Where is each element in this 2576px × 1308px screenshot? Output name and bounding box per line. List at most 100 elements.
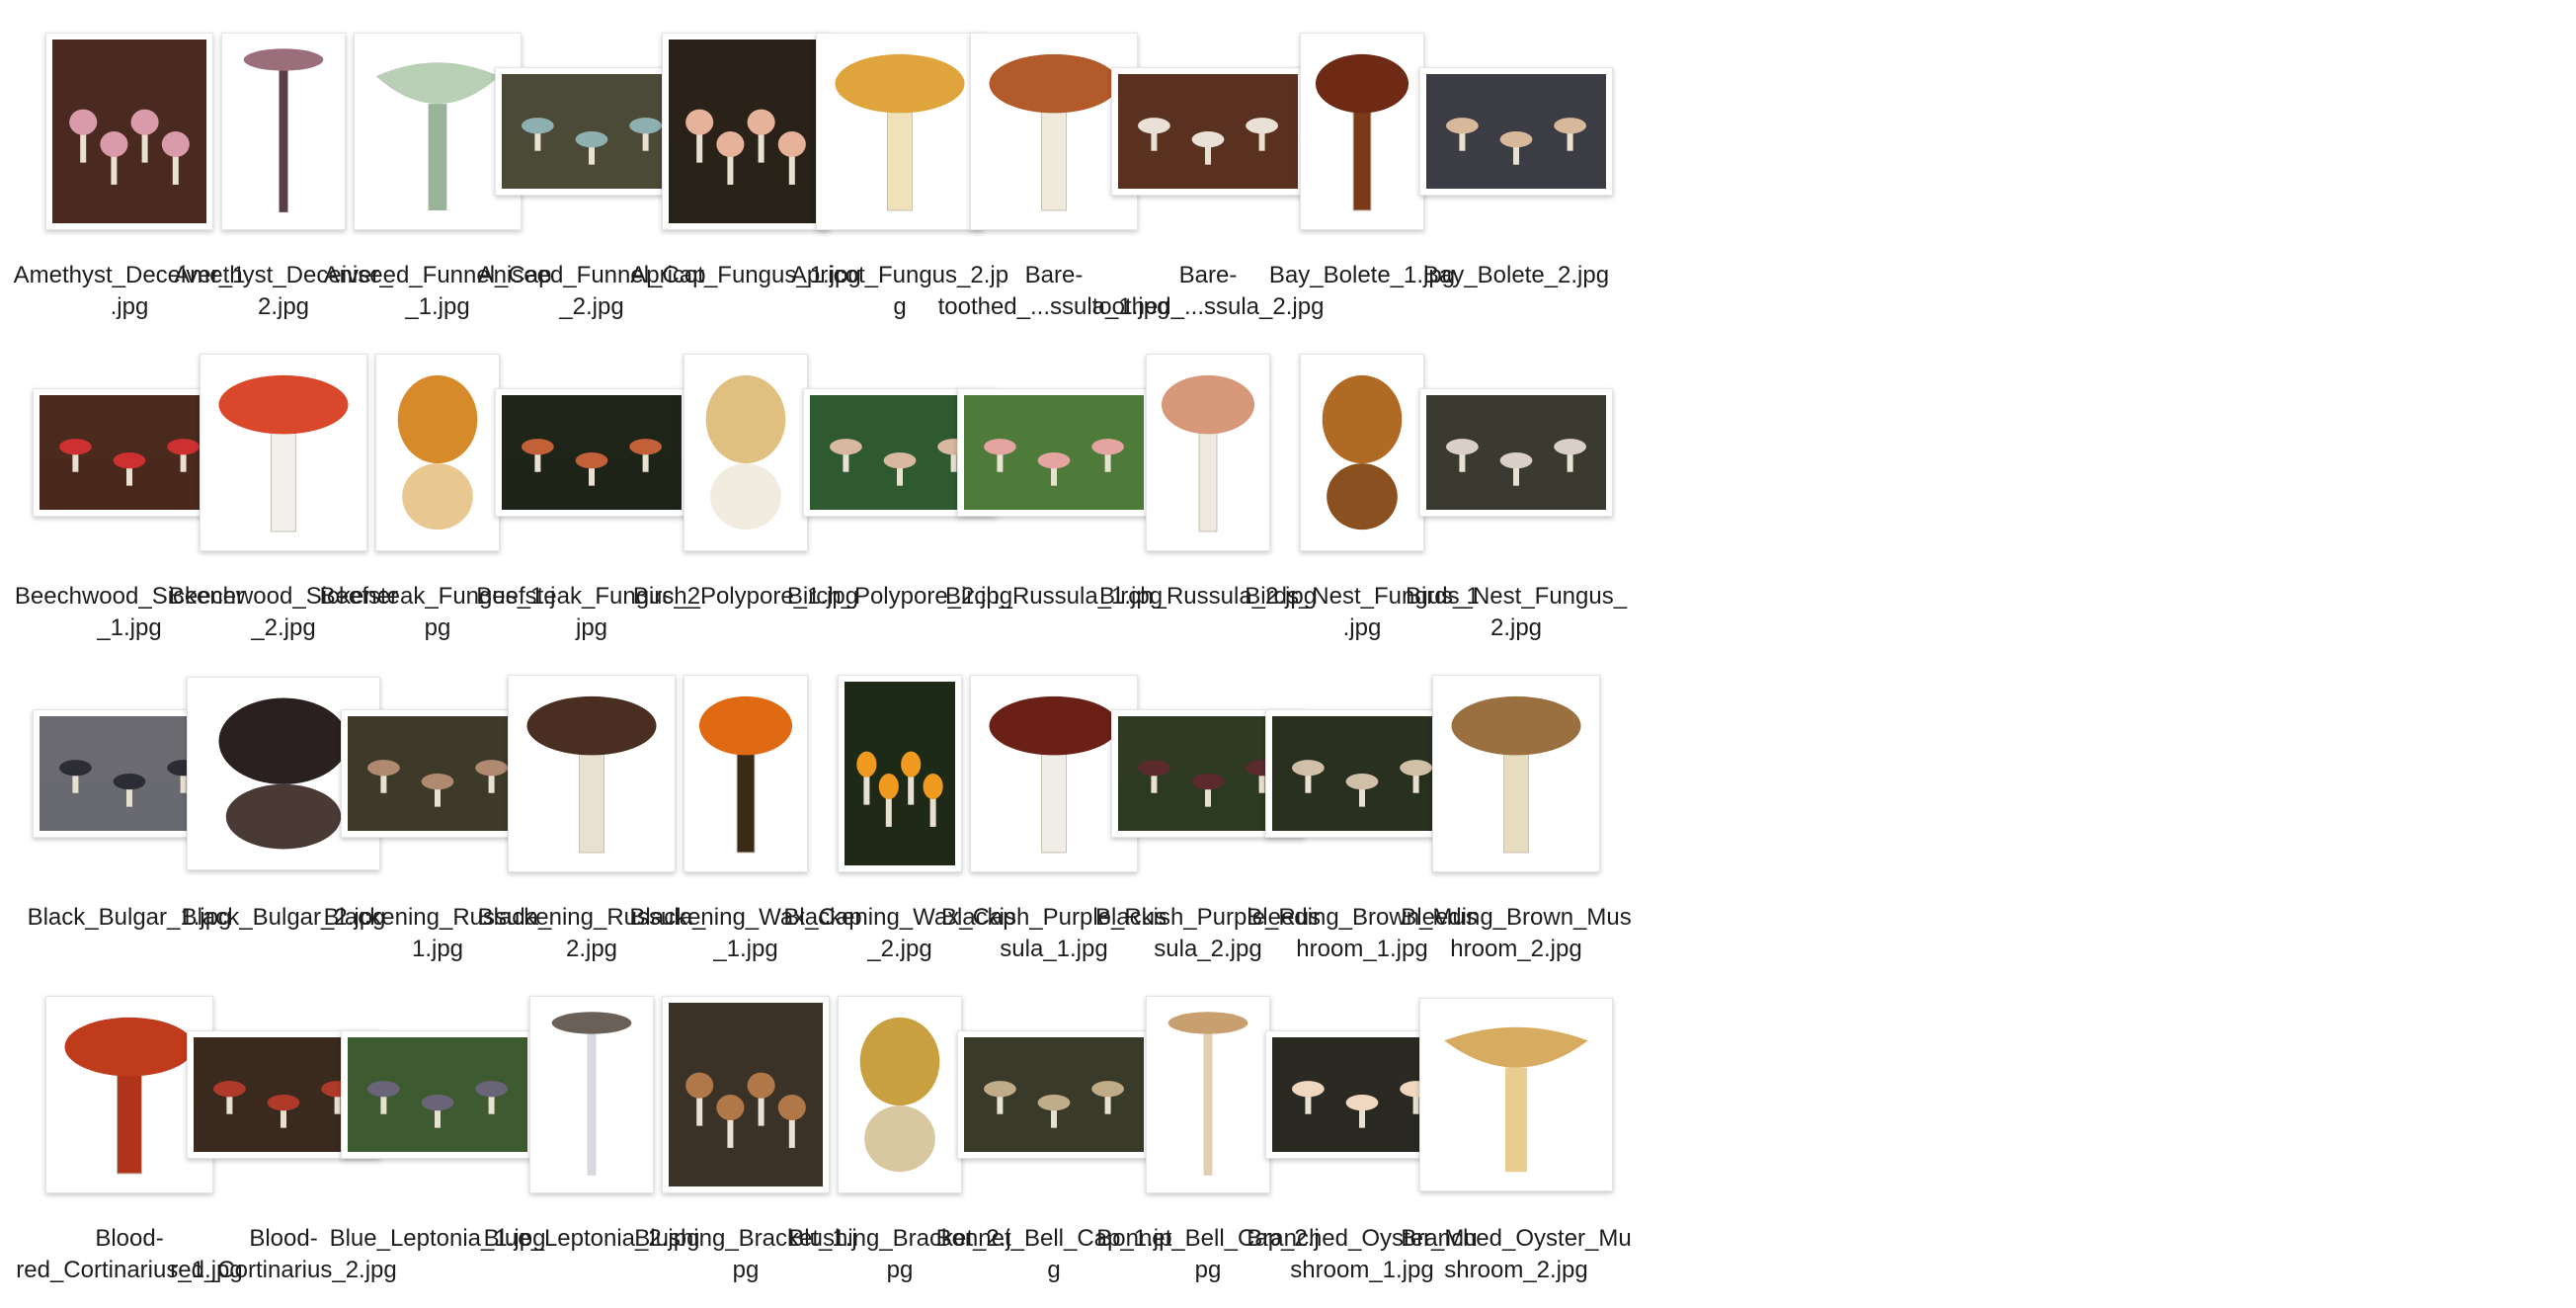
file-thumbnail-area[interactable] (160, 346, 407, 558)
image-thumbnail[interactable] (1111, 66, 1305, 196)
image-thumbnail[interactable] (816, 32, 984, 230)
file-item[interactable]: Beefsteak_Fungus_2. jpg (468, 346, 715, 642)
file-thumbnail-area[interactable] (160, 25, 407, 237)
file-thumbnail-area[interactable] (622, 346, 869, 558)
file-item[interactable]: Bleeding_Brown_Mus hroom_1.jpg (1239, 667, 1486, 963)
file-name-label[interactable]: Birds_Nest_Fungus_ 2.jpg (1405, 583, 1628, 641)
file-item[interactable]: Bonnet_Bell_Cap_1.jp g (930, 988, 1177, 1284)
file-thumbnail-area[interactable] (1393, 988, 1640, 1200)
image-thumbnail[interactable] (495, 387, 688, 517)
file-item[interactable]: Amethyst_Deceiver_1 .jpg (6, 25, 253, 321)
file-item[interactable]: Birch_Russula_1.jpg (930, 346, 1177, 642)
file-name-label[interactable]: Beefsteak_Fungus_1.j pg (319, 583, 556, 641)
file-thumbnail-area[interactable] (1393, 346, 1640, 558)
file-name-label[interactable]: Birds_Nest_Fungus_1 .jpg (1245, 583, 1480, 641)
image-thumbnail[interactable] (529, 995, 654, 1193)
image-thumbnail[interactable] (354, 32, 522, 230)
image-thumbnail[interactable] (341, 708, 534, 838)
file-thumbnail-area[interactable] (1085, 346, 1331, 558)
file-thumbnail-area[interactable] (1239, 25, 1486, 237)
image-thumbnail[interactable] (221, 32, 346, 230)
file-name-label[interactable]: Birch_Polypore_2.jpg (786, 583, 1013, 610)
image-thumbnail[interactable] (1146, 995, 1270, 1193)
image-thumbnail[interactable] (838, 995, 962, 1193)
file-thumbnail-area[interactable] (468, 25, 715, 237)
file-item[interactable]: Bonnet_Bell_Cap_2.j pg (1085, 988, 1331, 1284)
file-item[interactable]: Beechwood_Sickener _2.jpg (160, 346, 407, 642)
file-item[interactable]: Blood- red_Cortinarius_1.jpg (6, 988, 253, 1284)
file-item[interactable]: Bay_Bolete_1.jpg (1239, 25, 1486, 321)
file-name-label[interactable]: Blackening_Russula_ 1.jpg (323, 904, 552, 962)
file-item[interactable]: Apricot_Fungus_2.jp g (776, 25, 1023, 321)
file-name-label[interactable]: Blackish_Purple_Rus sula_1.jpg (940, 904, 1167, 962)
file-name-label[interactable]: Black_Bulgar_1.jpg (27, 904, 232, 931)
file-item[interactable]: Birch_Polypore_2.jpg (776, 346, 1023, 642)
image-thumbnail[interactable] (508, 674, 676, 872)
file-name-label[interactable]: Birch_Polypore_1.jpg (632, 583, 859, 610)
file-thumbnail-area[interactable] (622, 25, 869, 237)
file-name-label[interactable]: Blackening_Russula_ 2.jpg (477, 904, 706, 962)
image-thumbnail[interactable] (684, 353, 808, 551)
file-thumbnail-area[interactable] (468, 988, 715, 1200)
file-name-label[interactable]: Aniseed_Funnel_Cap _1.jpg (323, 262, 552, 320)
file-thumbnail-area[interactable] (776, 667, 1023, 879)
file-thumbnail-area[interactable] (622, 667, 869, 879)
file-name-label[interactable]: Amethyst_Deceiver_1 .jpg (13, 262, 246, 320)
file-item[interactable]: Birds_Nest_Fungus_1 .jpg (1239, 346, 1486, 642)
image-thumbnail[interactable] (662, 995, 830, 1193)
image-thumbnail[interactable] (1419, 997, 1613, 1191)
file-name-label[interactable]: Blood- red_Cortinarius_2.jpg (170, 1225, 397, 1283)
file-item[interactable]: Blackening_Wax_Cap _2.jpg (776, 667, 1023, 963)
file-item[interactable]: Apricot_Fungus_1.jpg (622, 25, 869, 321)
file-thumbnail-area[interactable] (314, 25, 561, 237)
file-name-label[interactable]: Aniseed_Funnel_Cap _2.jpg (477, 262, 706, 320)
file-name-label[interactable]: Bay_Bolete_1.jpg (1268, 262, 1456, 288)
file-thumbnail-area[interactable] (930, 346, 1177, 558)
image-thumbnail[interactable] (1432, 674, 1600, 872)
image-thumbnail[interactable] (375, 353, 500, 551)
file-name-label[interactable]: Apricot_Fungus_1.jpg (630, 262, 861, 288)
image-thumbnail[interactable] (33, 387, 226, 517)
file-thumbnail-area[interactable] (1393, 25, 1640, 237)
file-thumbnail-area[interactable] (6, 25, 253, 237)
image-thumbnail[interactable] (957, 387, 1151, 517)
file-item[interactable]: Blushing_Bracket_2.j pg (776, 988, 1023, 1284)
file-thumbnail-area[interactable] (6, 346, 253, 558)
file-thumbnail-area[interactable] (314, 667, 561, 879)
file-thumbnail-area[interactable] (1085, 988, 1331, 1200)
file-item[interactable]: Aniseed_Funnel_Cap _1.jpg (314, 25, 561, 321)
file-name-label[interactable]: Bonnet_Bell_Cap_2.j pg (1096, 1225, 1320, 1283)
file-name-label[interactable]: Blushing_Bracket_2.j pg (788, 1225, 1011, 1283)
file-thumbnail-area[interactable] (1239, 346, 1486, 558)
file-thumbnail-area[interactable] (930, 25, 1177, 237)
image-thumbnail[interactable] (1265, 708, 1459, 838)
file-thumbnail-area[interactable] (776, 988, 1023, 1200)
file-item[interactable]: Beefsteak_Fungus_1.j pg (314, 346, 561, 642)
file-item[interactable]: Bare- toothed_...ssula_2.jpg (1085, 25, 1331, 321)
image-thumbnail[interactable] (684, 674, 808, 872)
file-thumbnail-area[interactable] (930, 988, 1177, 1200)
file-name-label[interactable]: Blood- red_Cortinarius_1.jpg (16, 1225, 243, 1283)
file-name-label[interactable]: Birch_Russula_2.jpg (1098, 583, 1318, 610)
file-item[interactable]: Bay_Bolete_2.jpg (1393, 25, 1640, 321)
file-name-label[interactable]: Branched_Oyster_Mu shroom_2.jpg (1401, 1225, 1632, 1283)
file-name-label[interactable]: Blue_Leptonia_2.jpg (483, 1225, 700, 1252)
file-name-label[interactable]: Beefsteak_Fungus_2. jpg (476, 583, 707, 641)
file-thumbnail-area[interactable] (468, 346, 715, 558)
file-item[interactable]: Birch_Russula_2.jpg (1085, 346, 1331, 642)
image-thumbnail[interactable] (495, 66, 688, 196)
file-name-label[interactable]: Bare- toothed_...ssula_2.jpg (1091, 262, 1325, 320)
image-thumbnail[interactable] (1419, 66, 1613, 196)
file-name-label[interactable]: Branched_Oyster_Mu shroom_1.jpg (1247, 1225, 1478, 1283)
file-thumbnail-area[interactable] (1393, 667, 1640, 879)
image-thumbnail[interactable] (970, 32, 1138, 230)
file-thumbnail-area[interactable] (930, 667, 1177, 879)
file-item[interactable]: Amethyst_Deceiver_ 2.jpg (160, 25, 407, 321)
file-name-label[interactable]: Bleeding_Brown_Mus hroom_1.jpg (1247, 904, 1478, 962)
file-name-label[interactable]: Bay_Bolete_2.jpg (1422, 262, 1610, 288)
file-thumbnail-area[interactable] (314, 346, 561, 558)
file-item[interactable]: Birch_Polypore_1.jpg (622, 346, 869, 642)
file-item[interactable]: Beechwood_Sickener _1.jpg (6, 346, 253, 642)
image-thumbnail[interactable] (1300, 32, 1424, 230)
image-thumbnail[interactable] (341, 1029, 534, 1159)
